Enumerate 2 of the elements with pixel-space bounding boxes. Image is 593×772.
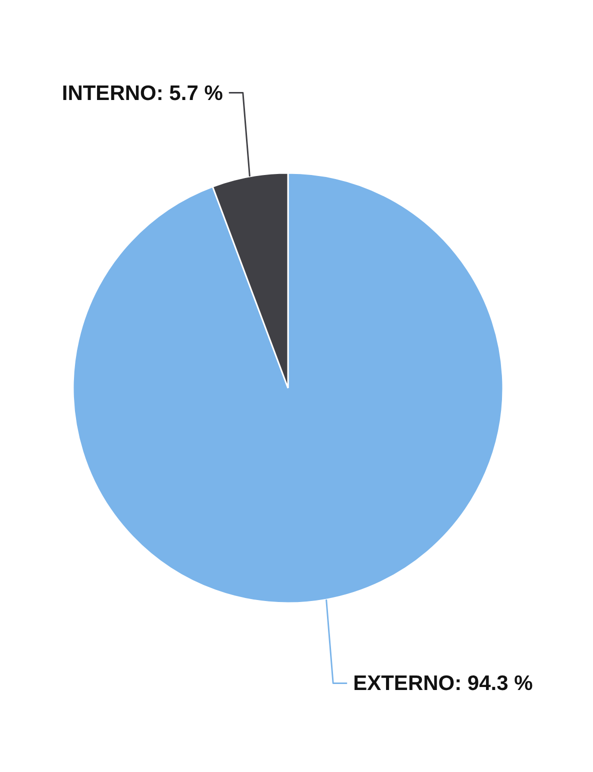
- slice-label: EXTERNO: 94.3 %: [353, 672, 534, 696]
- slice-label: INTERNO: 5.7 %: [62, 82, 224, 105]
